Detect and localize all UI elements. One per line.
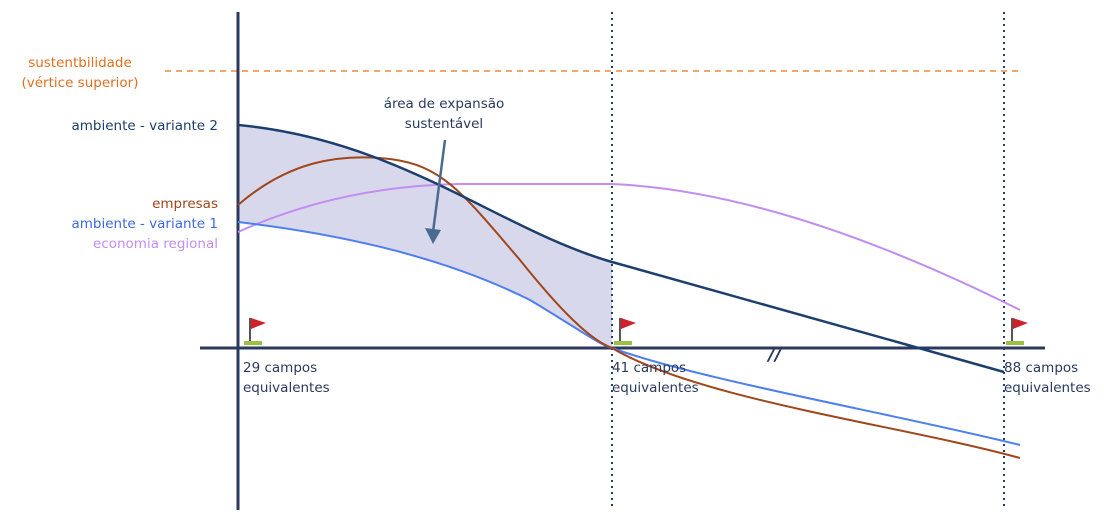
marker-label: equivalentes [612, 380, 699, 396]
curve-economia [237, 183, 1021, 311]
break-mark: // [766, 344, 783, 365]
arrow [431, 139, 447, 233]
marker-label: equivalentes [243, 380, 330, 396]
curve-empresas [237, 156, 1021, 459]
curve-label: ambiente - variante 2 [71, 118, 218, 134]
marker-label: 88 campos [1004, 360, 1078, 376]
curve-variante1 [237, 221, 1021, 446]
curve-label: empresas [152, 196, 218, 212]
arrow-head [425, 228, 441, 244]
curve-label: ambiente - variante 1 [71, 216, 218, 232]
curve-label: economia regional [93, 236, 218, 252]
flag [1006, 318, 1028, 345]
sustainable-area [238, 125, 612, 348]
marker-label: 29 campos [243, 360, 317, 376]
area-label: sustentável [405, 116, 483, 132]
top-label: (vértice superior) [21, 75, 138, 91]
flag [244, 318, 266, 345]
marker-label: equivalentes [1004, 380, 1091, 396]
curve-variante2 [237, 123, 1005, 374]
top-label: sustentbilidade [28, 55, 132, 71]
area-label: área de expansão [384, 96, 505, 112]
flag [614, 318, 636, 345]
marker-label: 41 campos [612, 360, 686, 376]
